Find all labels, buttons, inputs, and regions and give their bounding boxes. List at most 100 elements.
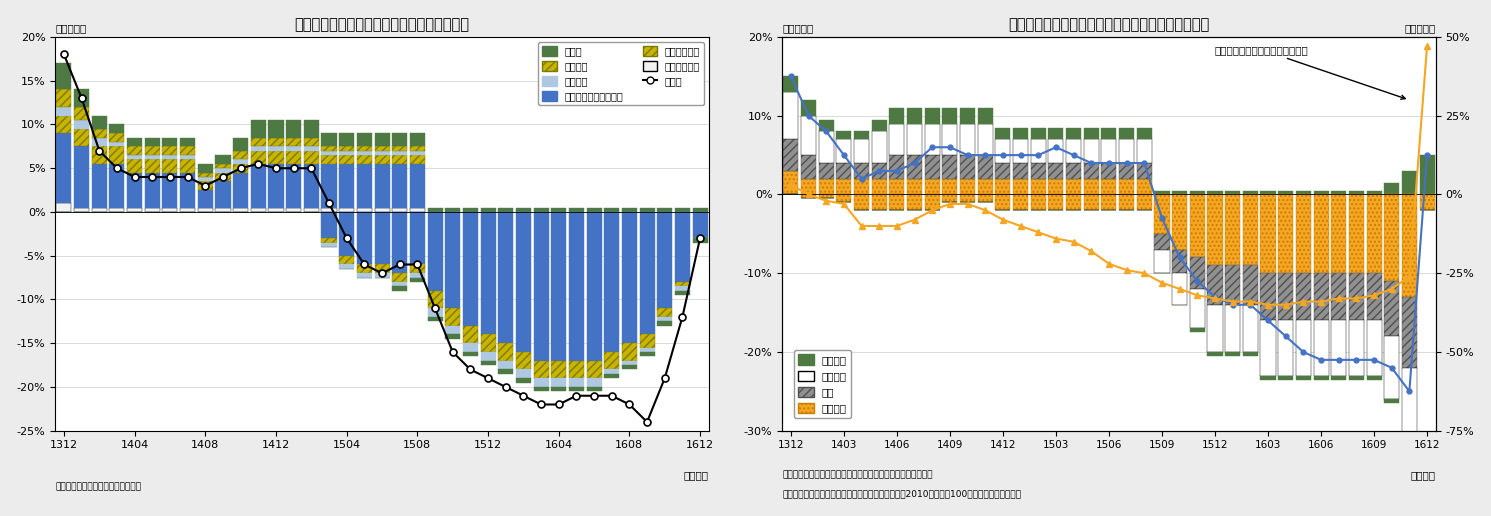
Bar — [462, 352, 479, 357]
Bar — [462, 212, 479, 326]
Bar — [338, 256, 355, 265]
Bar — [586, 387, 601, 391]
Bar — [1154, 250, 1169, 273]
Bar — [1314, 376, 1328, 380]
Bar — [338, 164, 355, 207]
Bar — [462, 343, 479, 352]
Bar — [92, 138, 107, 147]
Bar — [1260, 195, 1275, 273]
Bar — [480, 352, 495, 361]
Bar — [1260, 190, 1275, 195]
Bar — [374, 207, 389, 212]
Bar — [1136, 195, 1153, 210]
Bar — [552, 387, 567, 391]
Bar — [960, 155, 975, 179]
Bar — [996, 179, 1011, 195]
Bar — [960, 108, 975, 124]
Bar — [872, 120, 887, 132]
Bar — [216, 181, 231, 207]
Bar — [1012, 163, 1029, 179]
Bar — [1190, 257, 1205, 289]
Bar — [374, 133, 389, 147]
Bar — [1349, 376, 1364, 380]
Bar — [1419, 155, 1434, 195]
Bar — [516, 378, 531, 382]
Bar — [570, 361, 584, 378]
Bar — [819, 195, 833, 199]
Bar — [907, 195, 921, 210]
Bar — [322, 155, 337, 164]
Bar — [924, 124, 939, 155]
Bar — [1208, 190, 1223, 195]
Bar — [286, 120, 301, 138]
Bar — [498, 212, 513, 343]
Bar — [622, 212, 637, 343]
Bar — [410, 164, 425, 207]
Bar — [127, 147, 142, 155]
Text: （注）日本銀行国際商品指数は円ベースに換算し、2010年平均を100として指数化したもの: （注）日本銀行国際商品指数は円ベースに換算し、2010年平均を100として指数化… — [783, 490, 1021, 499]
Bar — [268, 120, 283, 138]
Bar — [692, 207, 708, 212]
Bar — [57, 107, 72, 116]
Bar — [57, 89, 72, 107]
Bar — [286, 147, 301, 151]
Bar — [1120, 127, 1135, 139]
Legend: その他, 機械器具, 化学製品, 石油・石炭・天然ガス, 金属・同製品, 食料品・飼料, 総平均: その他, 機械器具, 化学製品, 石油・石炭・天然ガス, 金属・同製品, 食料品… — [538, 42, 704, 105]
Bar — [640, 212, 655, 334]
Bar — [356, 155, 371, 164]
Bar — [1066, 179, 1081, 195]
Bar — [92, 116, 107, 129]
Bar — [552, 361, 567, 378]
Bar — [1402, 171, 1416, 195]
Bar — [322, 243, 337, 247]
Bar — [428, 212, 443, 291]
Bar — [1243, 190, 1258, 195]
Bar — [304, 207, 319, 212]
Bar — [216, 168, 231, 173]
Bar — [374, 265, 389, 273]
Bar — [180, 173, 195, 207]
Bar — [675, 282, 690, 286]
Text: 日本銀行国際商品指数（右目盛）: 日本銀行国際商品指数（右目盛） — [1215, 45, 1405, 99]
Bar — [1226, 352, 1241, 356]
Bar — [640, 348, 655, 352]
Bar — [109, 142, 124, 147]
Bar — [250, 164, 265, 207]
Bar — [446, 334, 461, 339]
Bar — [1066, 139, 1081, 163]
Bar — [1384, 195, 1399, 281]
Bar — [356, 164, 371, 207]
Bar — [1384, 183, 1399, 195]
Bar — [872, 195, 887, 210]
Bar — [534, 361, 549, 378]
Bar — [410, 265, 425, 273]
Bar — [1030, 139, 1045, 163]
Bar — [1084, 179, 1099, 195]
Bar — [250, 151, 265, 164]
Bar — [109, 147, 124, 164]
Bar — [854, 132, 869, 139]
Text: （月次）: （月次） — [1410, 470, 1436, 480]
Bar — [322, 207, 337, 212]
Bar — [322, 147, 337, 151]
Bar — [801, 100, 816, 116]
Bar — [1278, 320, 1293, 376]
Bar — [942, 179, 957, 195]
Bar — [570, 387, 584, 391]
Bar — [286, 207, 301, 212]
Bar — [198, 207, 213, 212]
Bar — [658, 321, 672, 326]
Bar — [322, 238, 337, 243]
Bar — [1208, 305, 1223, 352]
Bar — [145, 155, 160, 159]
Bar — [338, 147, 355, 151]
Bar — [127, 173, 142, 207]
Bar — [216, 173, 231, 181]
Bar — [75, 89, 89, 107]
Bar — [322, 133, 337, 147]
Bar — [163, 147, 177, 155]
Bar — [410, 278, 425, 282]
Bar — [996, 195, 1011, 210]
Bar — [410, 207, 425, 212]
Bar — [1260, 376, 1275, 380]
